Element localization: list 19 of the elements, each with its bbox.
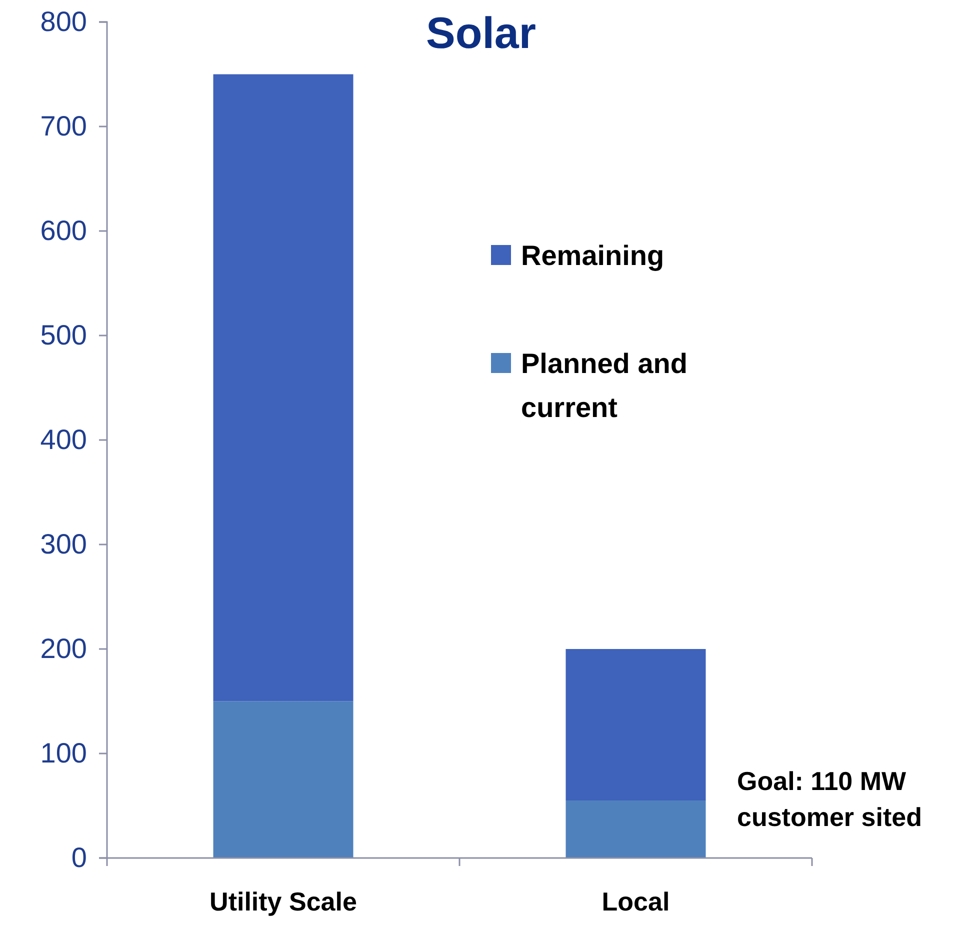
x-tick-label: Utility Scale [210, 886, 357, 916]
bar [213, 74, 354, 702]
y-tick-label: 0 [71, 842, 87, 873]
chart-title: Solar [426, 9, 536, 58]
y-tick-label: 600 [40, 214, 87, 246]
bar [213, 701, 354, 858]
bar [566, 800, 706, 858]
y-tick-label: 800 [40, 6, 87, 37]
y-tick-label: 400 [40, 424, 87, 455]
y-tick-label: 100 [40, 737, 87, 768]
legend-label: Planned and current [521, 348, 688, 423]
y-tick-label: 700 [40, 110, 87, 142]
y-tick-label: 500 [40, 319, 87, 350]
x-tick-label: Local [602, 886, 670, 916]
annotation: Goal: 110 MW customer sited [737, 766, 922, 832]
bar [566, 649, 706, 801]
y-tick-label: 300 [40, 528, 87, 560]
legend-label: Remaining [521, 240, 664, 271]
y-tick-label: 200 [40, 632, 87, 664]
